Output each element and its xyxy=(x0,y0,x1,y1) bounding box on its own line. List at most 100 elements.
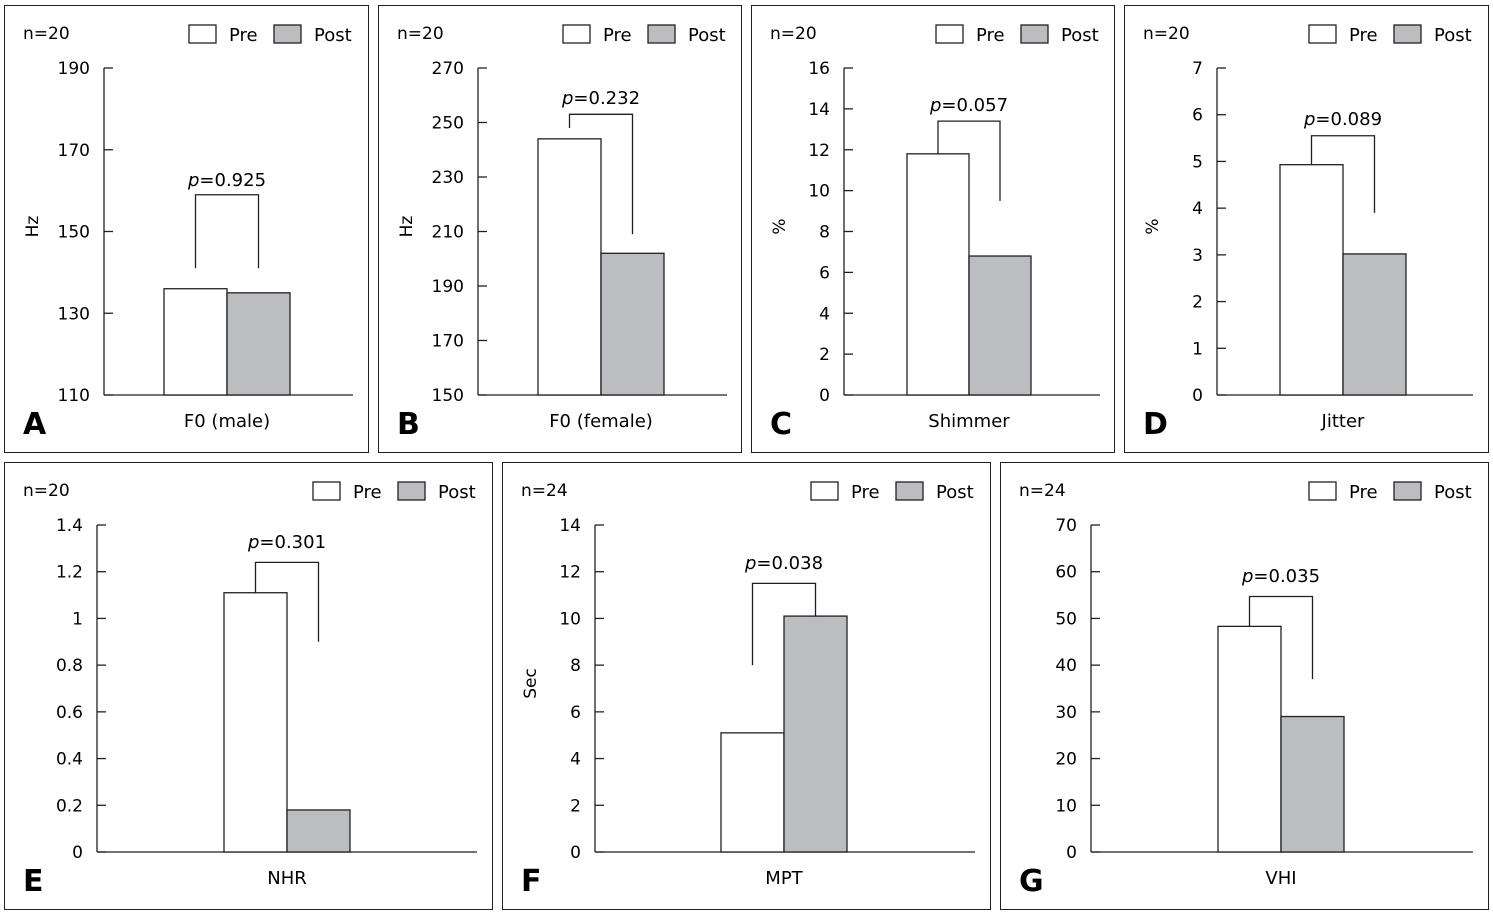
y-tick-label: 10 xyxy=(808,182,830,202)
legend-swatch-post xyxy=(397,481,426,501)
legend-swatch-pre xyxy=(810,481,839,501)
y-tick-label: 14 xyxy=(559,516,581,536)
y-tick-label: 150 xyxy=(432,386,464,406)
legend-label-pre: Pre xyxy=(353,482,382,503)
bar-pre xyxy=(537,138,602,396)
y-axis-label: % xyxy=(770,218,790,234)
y-tick-label: 16 xyxy=(808,59,830,79)
y-tick-label: 10 xyxy=(1055,796,1077,816)
y-tick-label: 20 xyxy=(1055,750,1077,770)
chart-panel-c: n=20 Pre Post 0 2 4 6 8 10 12 14 16% p=0.057 Shimmer C xyxy=(751,5,1115,453)
panel-letter: C xyxy=(770,407,792,442)
panel-letter: E xyxy=(23,864,44,899)
sample-size-label: n=20 xyxy=(397,24,444,44)
legend-swatch-post xyxy=(1393,24,1422,44)
chart-panel-b: n=20 Pre Post 150 170 190 210 230 250 270 Hz p=0.23… xyxy=(378,5,742,453)
y-tick-label: 2 xyxy=(570,796,581,816)
chart-panel-g: n=24 Pre Post 0 10 20 30 40 50 60 70 p=0.035 VHI G xyxy=(1000,462,1489,910)
y-tick-label: 5 xyxy=(1192,152,1203,172)
bar-pre xyxy=(163,288,228,396)
legend-swatch-pre xyxy=(188,24,217,44)
y-tick-label: 40 xyxy=(1055,656,1077,676)
bar-post xyxy=(968,255,1032,396)
category-label: VHI xyxy=(1265,868,1296,889)
y-tick-label: 0.2 xyxy=(56,796,83,816)
y-tick-label: 170 xyxy=(432,332,464,352)
legend-label-post: Post xyxy=(1434,482,1472,503)
bar-pre xyxy=(1217,625,1282,853)
panel-letter: D xyxy=(1143,407,1168,442)
sample-size-label: n=24 xyxy=(521,481,568,501)
legend-swatch-pre xyxy=(312,481,341,501)
bar-pre xyxy=(223,592,288,853)
y-tick-label: 12 xyxy=(808,141,830,161)
legend-label-pre: Pre xyxy=(851,482,880,503)
y-tick-label: 0 xyxy=(1192,386,1203,406)
y-tick-label: 7 xyxy=(1192,59,1203,79)
y-tick-label: 1 xyxy=(1192,339,1203,359)
y-tick-label: 1 xyxy=(72,609,83,629)
y-tick-label: 0.6 xyxy=(56,703,83,723)
p-value-label: p=0.301 xyxy=(247,532,326,553)
y-tick-label: 70 xyxy=(1055,516,1077,536)
category-label: NHR xyxy=(267,868,307,889)
chart-e-svg: n=20 Pre Post 0 0.2 0.4 0.6 0.8 1 1.2 1.4 p=0.301 NH… xyxy=(23,481,477,899)
significance-bracket xyxy=(568,113,634,235)
p-value-label: p=0.038 xyxy=(744,553,823,574)
y-axis-label: % xyxy=(1143,218,1163,234)
y-tick-label: 190 xyxy=(432,277,464,297)
y-axis-label: Hz xyxy=(397,216,417,238)
legend-swatch-post xyxy=(647,24,676,44)
legend-label-post: Post xyxy=(438,482,476,503)
category-label: F0 (female) xyxy=(549,411,653,432)
y-tick-label: 10 xyxy=(559,609,581,629)
panel-letter: A xyxy=(23,407,47,442)
chart-d-svg: n=20 Pre Post 0 1 2 3 4 5 6 7% p=0.089 Jitter D xyxy=(1143,24,1473,442)
legend-swatch-post xyxy=(1020,24,1049,44)
y-tick-label: 130 xyxy=(58,304,90,324)
y-tick-label: 0.8 xyxy=(56,656,83,676)
bar-pre xyxy=(906,153,970,396)
category-label: MPT xyxy=(765,868,803,889)
chart-b-svg: n=20 Pre Post 150 170 190 210 230 250 270 Hz p=0.23… xyxy=(397,24,727,442)
p-value-label: p=0.057 xyxy=(929,95,1008,116)
sample-size-label: n=20 xyxy=(23,481,70,501)
y-tick-label: 4 xyxy=(1192,199,1203,219)
y-tick-label: 110 xyxy=(58,386,90,406)
y-tick-label: 230 xyxy=(432,168,464,188)
chart-g-svg: n=24 Pre Post 0 10 20 30 40 50 60 70 p=0.035 VHI G xyxy=(1019,481,1473,899)
y-tick-label: 6 xyxy=(1192,106,1203,126)
y-tick-label: 50 xyxy=(1055,609,1077,629)
p-value-label: p=0.232 xyxy=(561,88,640,109)
panel-letter: F xyxy=(521,864,542,899)
y-tick-label: 210 xyxy=(432,223,464,243)
significance-bracket xyxy=(254,561,320,642)
chart-panel-d: n=20 Pre Post 0 1 2 3 4 5 6 7% p=0.089 Jitter D xyxy=(1124,5,1489,453)
y-tick-label: 190 xyxy=(58,59,90,79)
y-tick-label: 2 xyxy=(819,345,830,365)
legend-label-post: Post xyxy=(688,25,726,46)
y-tick-label: 1.4 xyxy=(56,516,83,536)
legend-label-pre: Pre xyxy=(229,25,258,46)
y-tick-label: 8 xyxy=(570,656,581,676)
legend-swatch-post xyxy=(1393,481,1422,501)
y-tick-label: 0 xyxy=(1066,843,1077,863)
chart-panel-a: n=20 Pre Post 110 130 150 170 190 Hz p=0.925 F0 (m… xyxy=(4,5,369,453)
y-tick-label: 170 xyxy=(58,141,90,161)
sample-size-label: n=24 xyxy=(1019,481,1066,501)
significance-bracket xyxy=(751,582,817,666)
y-tick-label: 8 xyxy=(819,223,830,243)
category-label: Shimmer xyxy=(928,411,1010,432)
legend-label-pre: Pre xyxy=(1349,482,1378,503)
bar-post xyxy=(1280,715,1345,853)
chart-panel-e: n=20 Pre Post 0 0.2 0.4 0.6 0.8 1 1.2 1.4 p=0.301 NH… xyxy=(4,462,493,910)
legend-swatch-pre xyxy=(1308,24,1337,44)
y-tick-label: 30 xyxy=(1055,703,1077,723)
bar-post xyxy=(226,292,291,396)
legend-label-post: Post xyxy=(1434,25,1472,46)
significance-bracket xyxy=(1310,135,1376,213)
y-tick-label: 0 xyxy=(819,386,830,406)
chart-c-svg: n=20 Pre Post 0 2 4 6 8 10 12 14 16% p=0.057 Shimmer C xyxy=(770,24,1100,442)
y-tick-label: 4 xyxy=(819,304,830,324)
significance-bracket xyxy=(937,120,1001,201)
